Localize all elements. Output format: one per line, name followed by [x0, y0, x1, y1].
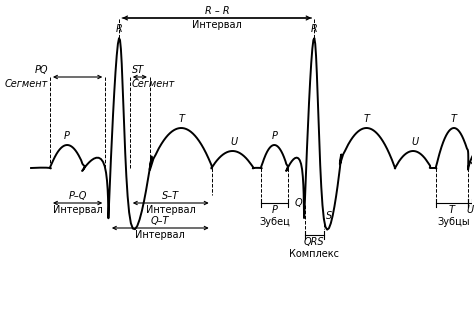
Text: Интервал: Интервал — [192, 20, 242, 30]
Text: P–Q: P–Q — [68, 191, 87, 201]
Text: R: R — [116, 24, 123, 34]
Text: T: T — [449, 205, 455, 215]
Text: T: T — [364, 114, 370, 124]
Text: R: R — [311, 24, 318, 34]
Text: Зубцы: Зубцы — [438, 217, 470, 227]
Text: T: T — [451, 114, 457, 124]
Text: S–T: S–T — [162, 191, 179, 201]
Text: Интервал: Интервал — [53, 205, 102, 215]
Text: T: T — [178, 114, 184, 124]
Text: R – R: R – R — [204, 6, 229, 16]
Text: QRS: QRS — [304, 237, 325, 247]
Text: U: U — [411, 137, 419, 147]
Text: Комплекс: Комплекс — [289, 249, 339, 259]
Text: P: P — [272, 131, 277, 141]
Text: U: U — [466, 205, 474, 215]
Text: Интервал: Интервал — [146, 205, 196, 215]
Text: Зубец: Зубец — [259, 217, 290, 227]
Text: Сегмент: Сегмент — [132, 79, 175, 89]
Text: Q–T: Q–T — [151, 216, 170, 226]
Text: Интервал: Интервал — [136, 230, 185, 240]
Text: S: S — [326, 211, 332, 221]
Text: U: U — [231, 137, 238, 147]
Text: P: P — [272, 205, 277, 215]
Text: P: P — [64, 131, 70, 141]
Text: PQ: PQ — [35, 65, 48, 75]
Text: Q: Q — [294, 198, 302, 208]
Text: Сегмент: Сегмент — [5, 79, 48, 89]
Text: ST: ST — [132, 65, 144, 75]
